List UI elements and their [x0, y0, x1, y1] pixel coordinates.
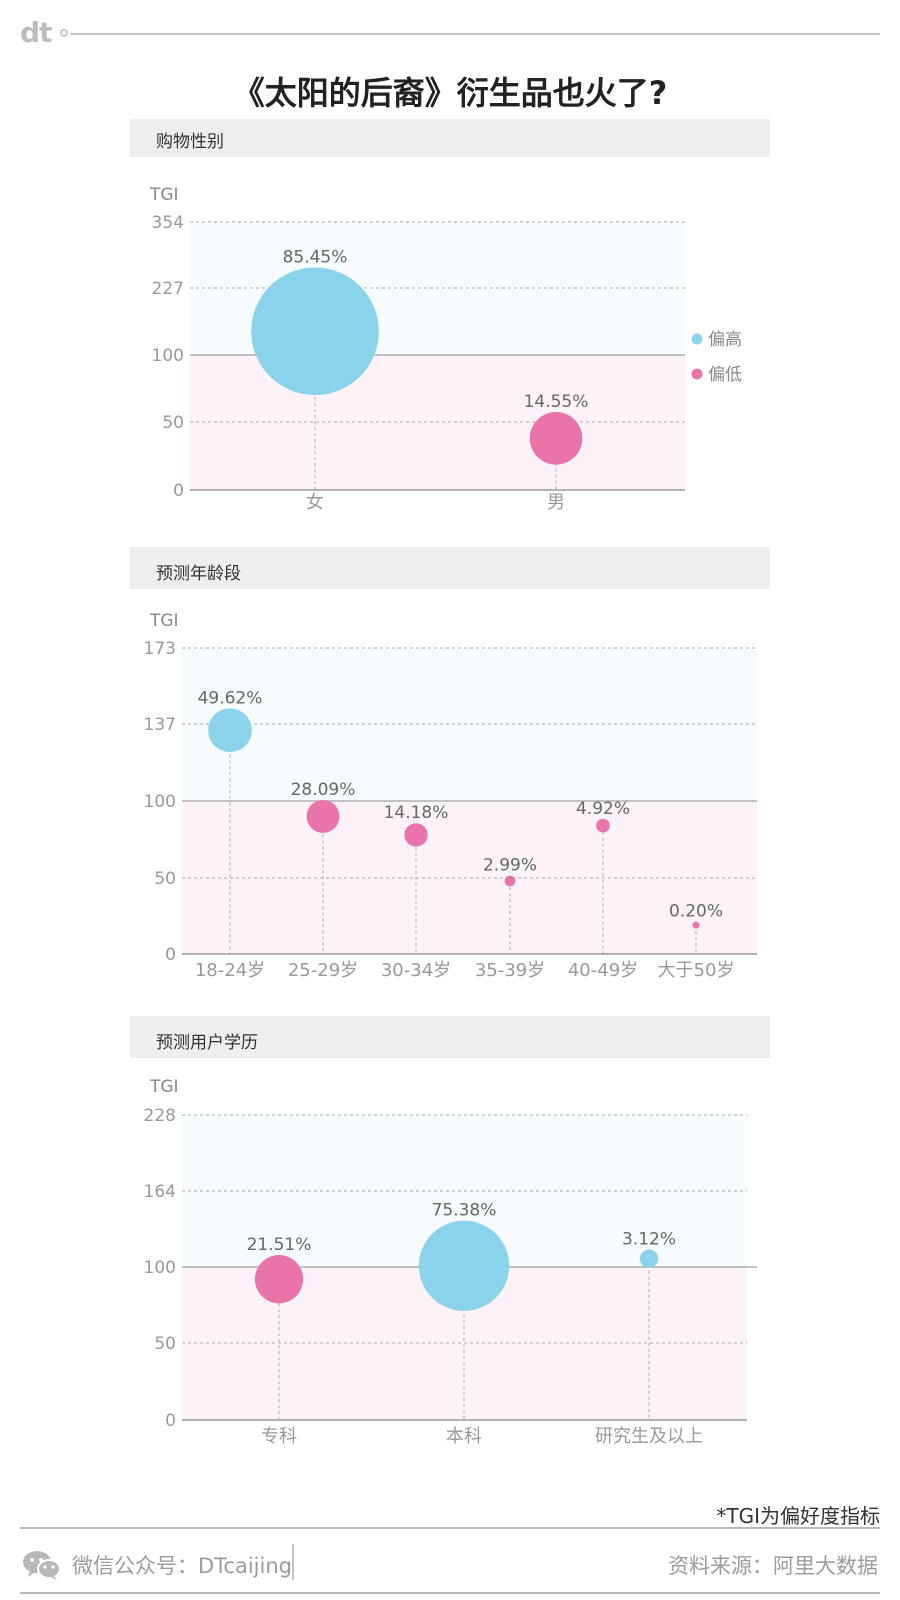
education-chart: TGI 0 50 100 164 228 21.51% 专科 75.38% 本科 3.12% 研究生及…	[144, 1077, 757, 1447]
data-label: 14.55%	[524, 392, 589, 412]
x-tick-label: 女	[306, 492, 324, 513]
y-tick-label: 227	[152, 279, 184, 299]
data-label: 4.92%	[576, 799, 630, 819]
bubble-point	[692, 921, 700, 929]
y-tick-label: 173	[144, 639, 176, 659]
section-gender-header: 购物性别	[130, 119, 770, 157]
data-label: 49.62%	[198, 688, 263, 708]
footer-source: 资料来源：阿里大数据	[668, 1554, 878, 1578]
data-label: 3.12%	[622, 1230, 676, 1250]
y-tick-label: 100	[144, 792, 176, 812]
data-label: 14.18%	[384, 803, 449, 823]
bubble-point	[251, 267, 379, 396]
footer-separator	[292, 1544, 294, 1580]
y-tick-label: 354	[152, 213, 184, 233]
y-tick-label: 50	[154, 1334, 176, 1354]
bubble-point	[404, 823, 428, 847]
x-tick-label: 25-29岁	[288, 960, 358, 981]
legend-low-label: 偏低	[708, 365, 742, 385]
x-tick-label: 研究生及以上	[595, 1426, 703, 1447]
footer-divider-bottom	[20, 1592, 880, 1594]
x-tick-label: 40-49岁	[568, 960, 638, 981]
legend-high-swatch	[691, 333, 703, 345]
header-line-dot	[60, 29, 68, 37]
y-axis-label: TGI	[149, 1077, 179, 1097]
data-label: 75.38%	[432, 1201, 497, 1221]
y-tick-label: 100	[152, 346, 184, 366]
y-tick-label: 100	[144, 1258, 176, 1278]
x-tick-label: 35-39岁	[475, 960, 545, 981]
data-label: 28.09%	[291, 780, 356, 800]
page-title: 《太阳的后裔》衍生品也火了?	[232, 74, 668, 112]
y-tick-label: 0	[165, 1411, 176, 1431]
x-tick-label: 男	[547, 492, 565, 513]
age-chart: TGI 0 50 100 137 173 49.62% 18-24岁 28.09% 25-29岁 1…	[144, 611, 757, 981]
y-tick-label: 50	[154, 869, 176, 889]
bubble-point	[504, 875, 516, 887]
y-axis-label: TGI	[149, 185, 179, 205]
x-tick-label: 大于50岁	[658, 960, 735, 981]
section-gender-title: 购物性别	[156, 132, 224, 152]
section-age-title: 预测年龄段	[156, 564, 241, 584]
x-tick-label: 30-34岁	[381, 960, 451, 981]
bubble-point	[254, 1255, 304, 1304]
wechat-icon	[23, 1551, 61, 1580]
y-tick-label: 0	[173, 481, 184, 501]
bubble-point	[529, 412, 583, 465]
data-label: 0.20%	[669, 902, 723, 922]
dt-logo: dt	[20, 16, 52, 49]
y-axis-label: TGI	[149, 611, 179, 631]
y-tick-label: 164	[144, 1182, 176, 1202]
y-tick-label: 0	[165, 945, 176, 965]
header-divider	[70, 33, 880, 35]
x-tick-label: 18-24岁	[195, 960, 265, 981]
footer-account: 微信公众号：DTcaijing	[22, 1547, 292, 1583]
y-tick-label: 228	[144, 1106, 176, 1126]
data-label: 21.51%	[247, 1235, 312, 1255]
bubble-point	[208, 708, 252, 753]
footer-divider-top	[20, 1527, 880, 1529]
footer-account-text: 微信公众号：DTcaijing	[72, 1554, 292, 1578]
high-zone-bg	[182, 648, 757, 801]
x-tick-label: 专科	[261, 1426, 297, 1447]
bubble-point	[639, 1249, 659, 1268]
section-education-title: 预测用户学历	[156, 1033, 258, 1053]
data-label: 2.99%	[483, 856, 537, 876]
low-zone-bg	[182, 801, 757, 954]
bubble-point	[418, 1220, 510, 1311]
bubble-point	[596, 818, 610, 833]
section-age-header: 预测年龄段	[130, 547, 770, 589]
bubble-point	[306, 799, 340, 833]
legend-low-swatch	[691, 368, 703, 380]
y-tick-label: 50	[162, 413, 184, 433]
legend-high-label: 偏高	[708, 330, 742, 350]
y-tick-label: 137	[144, 715, 176, 735]
data-label: 85.45%	[283, 247, 348, 267]
tgi-footnote: *TGI为偏好度指标	[716, 1504, 880, 1528]
section-education-header: 预测用户学历	[130, 1016, 770, 1058]
x-tick-label: 本科	[446, 1426, 482, 1447]
